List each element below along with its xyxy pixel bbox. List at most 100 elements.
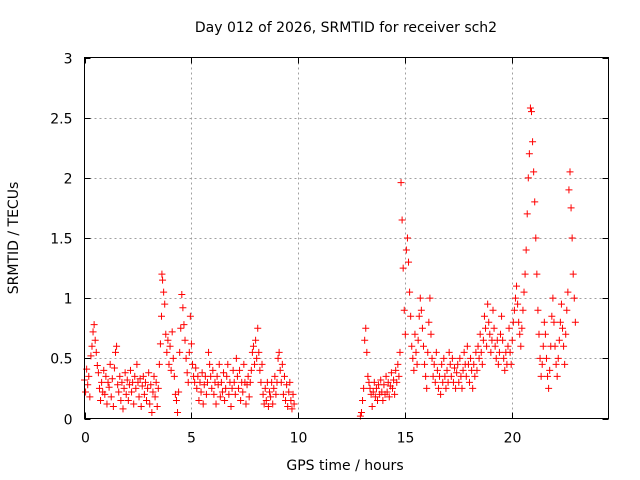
data-point: [187, 340, 195, 348]
data-point: [284, 402, 292, 410]
data-point: [399, 264, 407, 272]
data-point: [417, 306, 425, 314]
data-point: [221, 396, 229, 404]
data-point: [508, 336, 516, 344]
data-point: [545, 384, 553, 392]
data-point: [483, 342, 491, 350]
data-point: [287, 396, 295, 404]
data-point: [442, 384, 450, 392]
data-point: [148, 408, 156, 416]
data-point: [524, 174, 532, 182]
data-point: [372, 384, 380, 392]
data-point: [533, 270, 541, 278]
data-point: [110, 364, 118, 372]
data-point: [403, 234, 411, 242]
data-point: [124, 396, 132, 404]
data-point: [412, 348, 420, 356]
data-point: [277, 378, 285, 386]
data-point: [478, 360, 486, 368]
data-point: [357, 408, 365, 416]
data-point: [416, 294, 424, 302]
data-point: [260, 400, 268, 408]
data-point: [451, 364, 459, 372]
data-point: [393, 378, 401, 386]
data-point: [155, 360, 163, 368]
data-point: [258, 360, 266, 368]
data-point: [443, 366, 451, 374]
data-point: [255, 348, 263, 356]
data-point: [117, 396, 125, 404]
data-point: [480, 312, 488, 320]
data-point: [176, 348, 184, 356]
data-point: [279, 390, 287, 398]
data-point: [521, 270, 529, 278]
data-point: [415, 312, 423, 320]
data-point: [379, 396, 387, 404]
gridlines: [84, 57, 609, 419]
data-point: [92, 348, 100, 356]
data-point: [535, 330, 543, 338]
data-point: [506, 348, 514, 356]
data-point: [113, 342, 121, 350]
data-point: [220, 369, 228, 377]
data-point: [522, 246, 530, 254]
data-point: [498, 312, 506, 320]
data-point: [447, 372, 455, 380]
data-point: [225, 390, 233, 398]
data-point: [217, 378, 225, 386]
data-point: [394, 360, 402, 368]
data-point: [405, 258, 413, 266]
data-point: [383, 388, 391, 396]
data-point: [232, 354, 240, 362]
data-point: [504, 342, 512, 350]
data-point: [90, 321, 98, 329]
data-point: [363, 348, 371, 356]
data-point: [202, 390, 210, 398]
data-point: [107, 393, 115, 401]
data-point: [237, 396, 245, 404]
data-point: [568, 234, 576, 242]
data-point: [103, 400, 111, 408]
data-point: [382, 372, 390, 380]
data-point: [189, 360, 197, 368]
data-point: [186, 312, 194, 320]
data-point: [240, 360, 248, 368]
data-point: [539, 342, 547, 350]
data-point: [109, 402, 117, 410]
data-point: [216, 393, 224, 401]
data-point: [114, 381, 122, 389]
data-point: [537, 372, 545, 380]
data-point: [271, 372, 279, 380]
data-point: [463, 342, 471, 350]
data-point: [428, 354, 436, 362]
data-point: [413, 360, 421, 368]
data-point: [496, 330, 504, 338]
data-point: [421, 360, 429, 368]
data-point: [242, 400, 250, 408]
data-point: [149, 388, 157, 396]
data-point: [166, 342, 174, 350]
data-point: [360, 384, 368, 392]
data-point: [183, 369, 191, 377]
data-point: [565, 186, 573, 194]
data-point: [89, 328, 97, 336]
data-point: [556, 318, 564, 326]
data-point: [371, 393, 379, 401]
data-point: [514, 300, 522, 308]
data-point: [154, 384, 162, 392]
data-point: [364, 372, 372, 380]
data-point: [366, 384, 374, 392]
y-tick-label: 1.5: [50, 232, 72, 248]
data-point: [552, 360, 560, 368]
data-point: [548, 312, 556, 320]
data-point: [182, 354, 190, 362]
data-point: [87, 352, 95, 360]
data-point: [229, 366, 237, 374]
data-point: [438, 360, 446, 368]
data-point: [82, 388, 90, 396]
data-point: [425, 318, 433, 326]
x-tick-label: 20: [504, 431, 522, 447]
data-point: [377, 376, 385, 384]
data-point: [198, 369, 206, 377]
data-point: [380, 381, 388, 389]
